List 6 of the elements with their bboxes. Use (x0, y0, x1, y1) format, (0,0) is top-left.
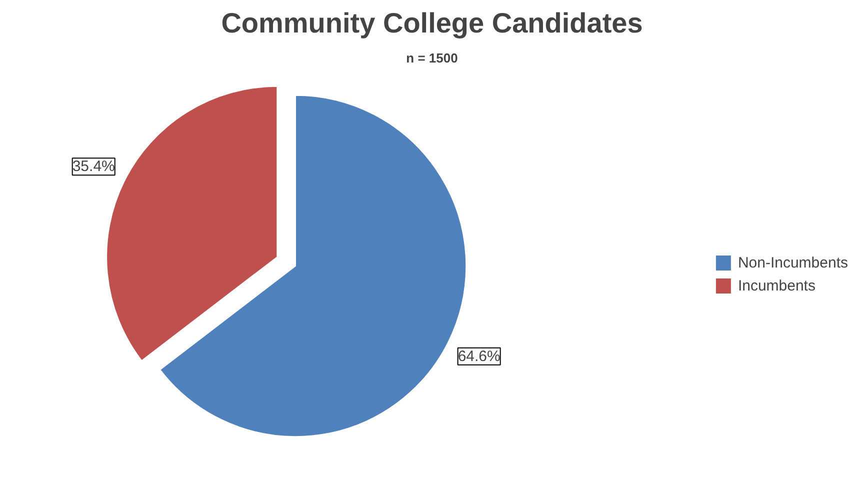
data-label: 64.6% (458, 348, 500, 365)
chart-subtitle: n = 1500 (406, 50, 458, 66)
data-label: 35.4% (72, 158, 115, 176)
chart-title: Community College Candidates (221, 8, 643, 38)
legend-label: Non-Incumbents (738, 254, 848, 271)
legend-label: Incumbents (738, 277, 816, 294)
